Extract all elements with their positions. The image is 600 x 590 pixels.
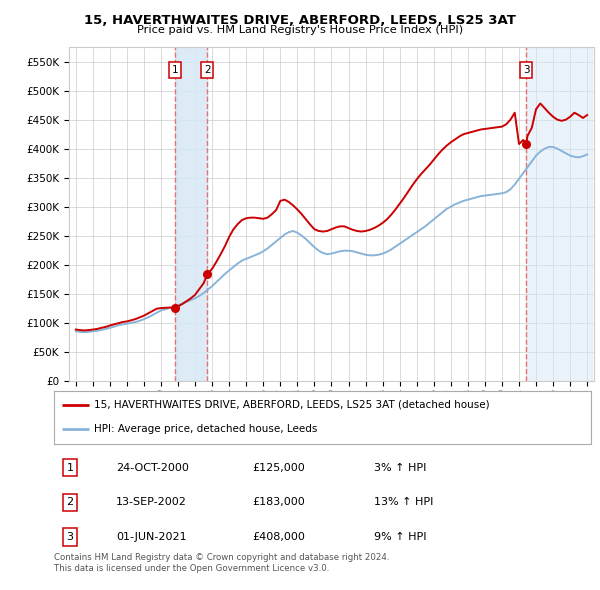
Text: 24-OCT-2000: 24-OCT-2000 <box>116 463 188 473</box>
Text: 01-JUN-2021: 01-JUN-2021 <box>116 532 187 542</box>
Text: £125,000: £125,000 <box>253 463 305 473</box>
Text: 13% ↑ HPI: 13% ↑ HPI <box>374 497 433 507</box>
Text: 2: 2 <box>204 65 211 76</box>
Text: 3: 3 <box>523 65 529 76</box>
Bar <box>175 47 207 381</box>
Text: 3: 3 <box>67 532 74 542</box>
Text: £183,000: £183,000 <box>253 497 305 507</box>
Text: 13-SEP-2002: 13-SEP-2002 <box>116 497 187 507</box>
Text: 9% ↑ HPI: 9% ↑ HPI <box>374 532 426 542</box>
Text: 15, HAVERTHWAITES DRIVE, ABERFORD, LEEDS, LS25 3AT: 15, HAVERTHWAITES DRIVE, ABERFORD, LEEDS… <box>84 14 516 27</box>
Text: £408,000: £408,000 <box>253 532 305 542</box>
Text: 1: 1 <box>67 463 74 473</box>
Text: 15, HAVERTHWAITES DRIVE, ABERFORD, LEEDS, LS25 3AT (detached house): 15, HAVERTHWAITES DRIVE, ABERFORD, LEEDS… <box>94 400 490 410</box>
Text: HPI: Average price, detached house, Leeds: HPI: Average price, detached house, Leed… <box>94 424 317 434</box>
Text: Contains HM Land Registry data © Crown copyright and database right 2024.
This d: Contains HM Land Registry data © Crown c… <box>54 553 389 573</box>
Text: 3% ↑ HPI: 3% ↑ HPI <box>374 463 426 473</box>
Bar <box>526 47 592 381</box>
Text: Price paid vs. HM Land Registry's House Price Index (HPI): Price paid vs. HM Land Registry's House … <box>137 25 463 35</box>
Text: 1: 1 <box>172 65 178 76</box>
Text: 2: 2 <box>67 497 74 507</box>
